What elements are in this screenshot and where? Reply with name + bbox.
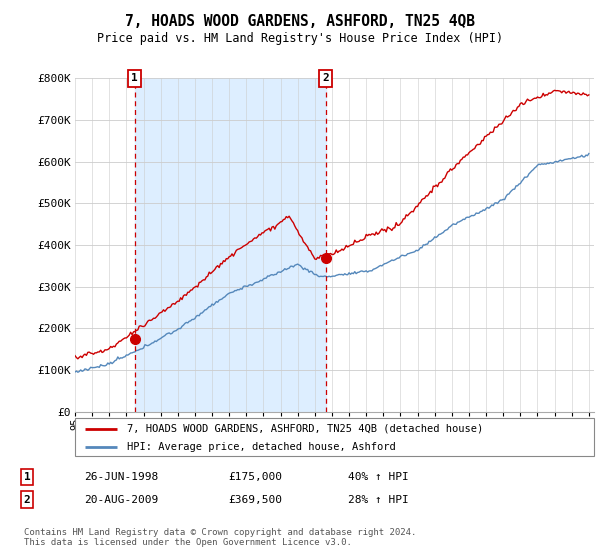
Bar (134, 78, 326, 412)
Text: 7, HOADS WOOD GARDENS, ASHFORD, TN25 4QB: 7, HOADS WOOD GARDENS, ASHFORD, TN25 4QB (125, 14, 475, 29)
Text: 20-AUG-2009: 20-AUG-2009 (84, 494, 158, 505)
Text: 28% ↑ HPI: 28% ↑ HPI (348, 494, 409, 505)
Text: 2: 2 (23, 494, 31, 505)
Text: £369,500: £369,500 (228, 494, 282, 505)
Text: £175,000: £175,000 (228, 472, 282, 482)
FancyBboxPatch shape (75, 418, 594, 456)
Text: 1: 1 (131, 73, 138, 83)
Text: HPI: Average price, detached house, Ashford: HPI: Average price, detached house, Ashf… (127, 442, 395, 452)
Text: 40% ↑ HPI: 40% ↑ HPI (348, 472, 409, 482)
Text: 7, HOADS WOOD GARDENS, ASHFORD, TN25 4QB (detached house): 7, HOADS WOOD GARDENS, ASHFORD, TN25 4QB… (127, 424, 483, 434)
Text: Price paid vs. HM Land Registry's House Price Index (HPI): Price paid vs. HM Land Registry's House … (97, 32, 503, 45)
Text: 1: 1 (23, 472, 31, 482)
Text: 26-JUN-1998: 26-JUN-1998 (84, 472, 158, 482)
Text: Contains HM Land Registry data © Crown copyright and database right 2024.
This d: Contains HM Land Registry data © Crown c… (24, 528, 416, 547)
Text: 2: 2 (322, 73, 329, 83)
